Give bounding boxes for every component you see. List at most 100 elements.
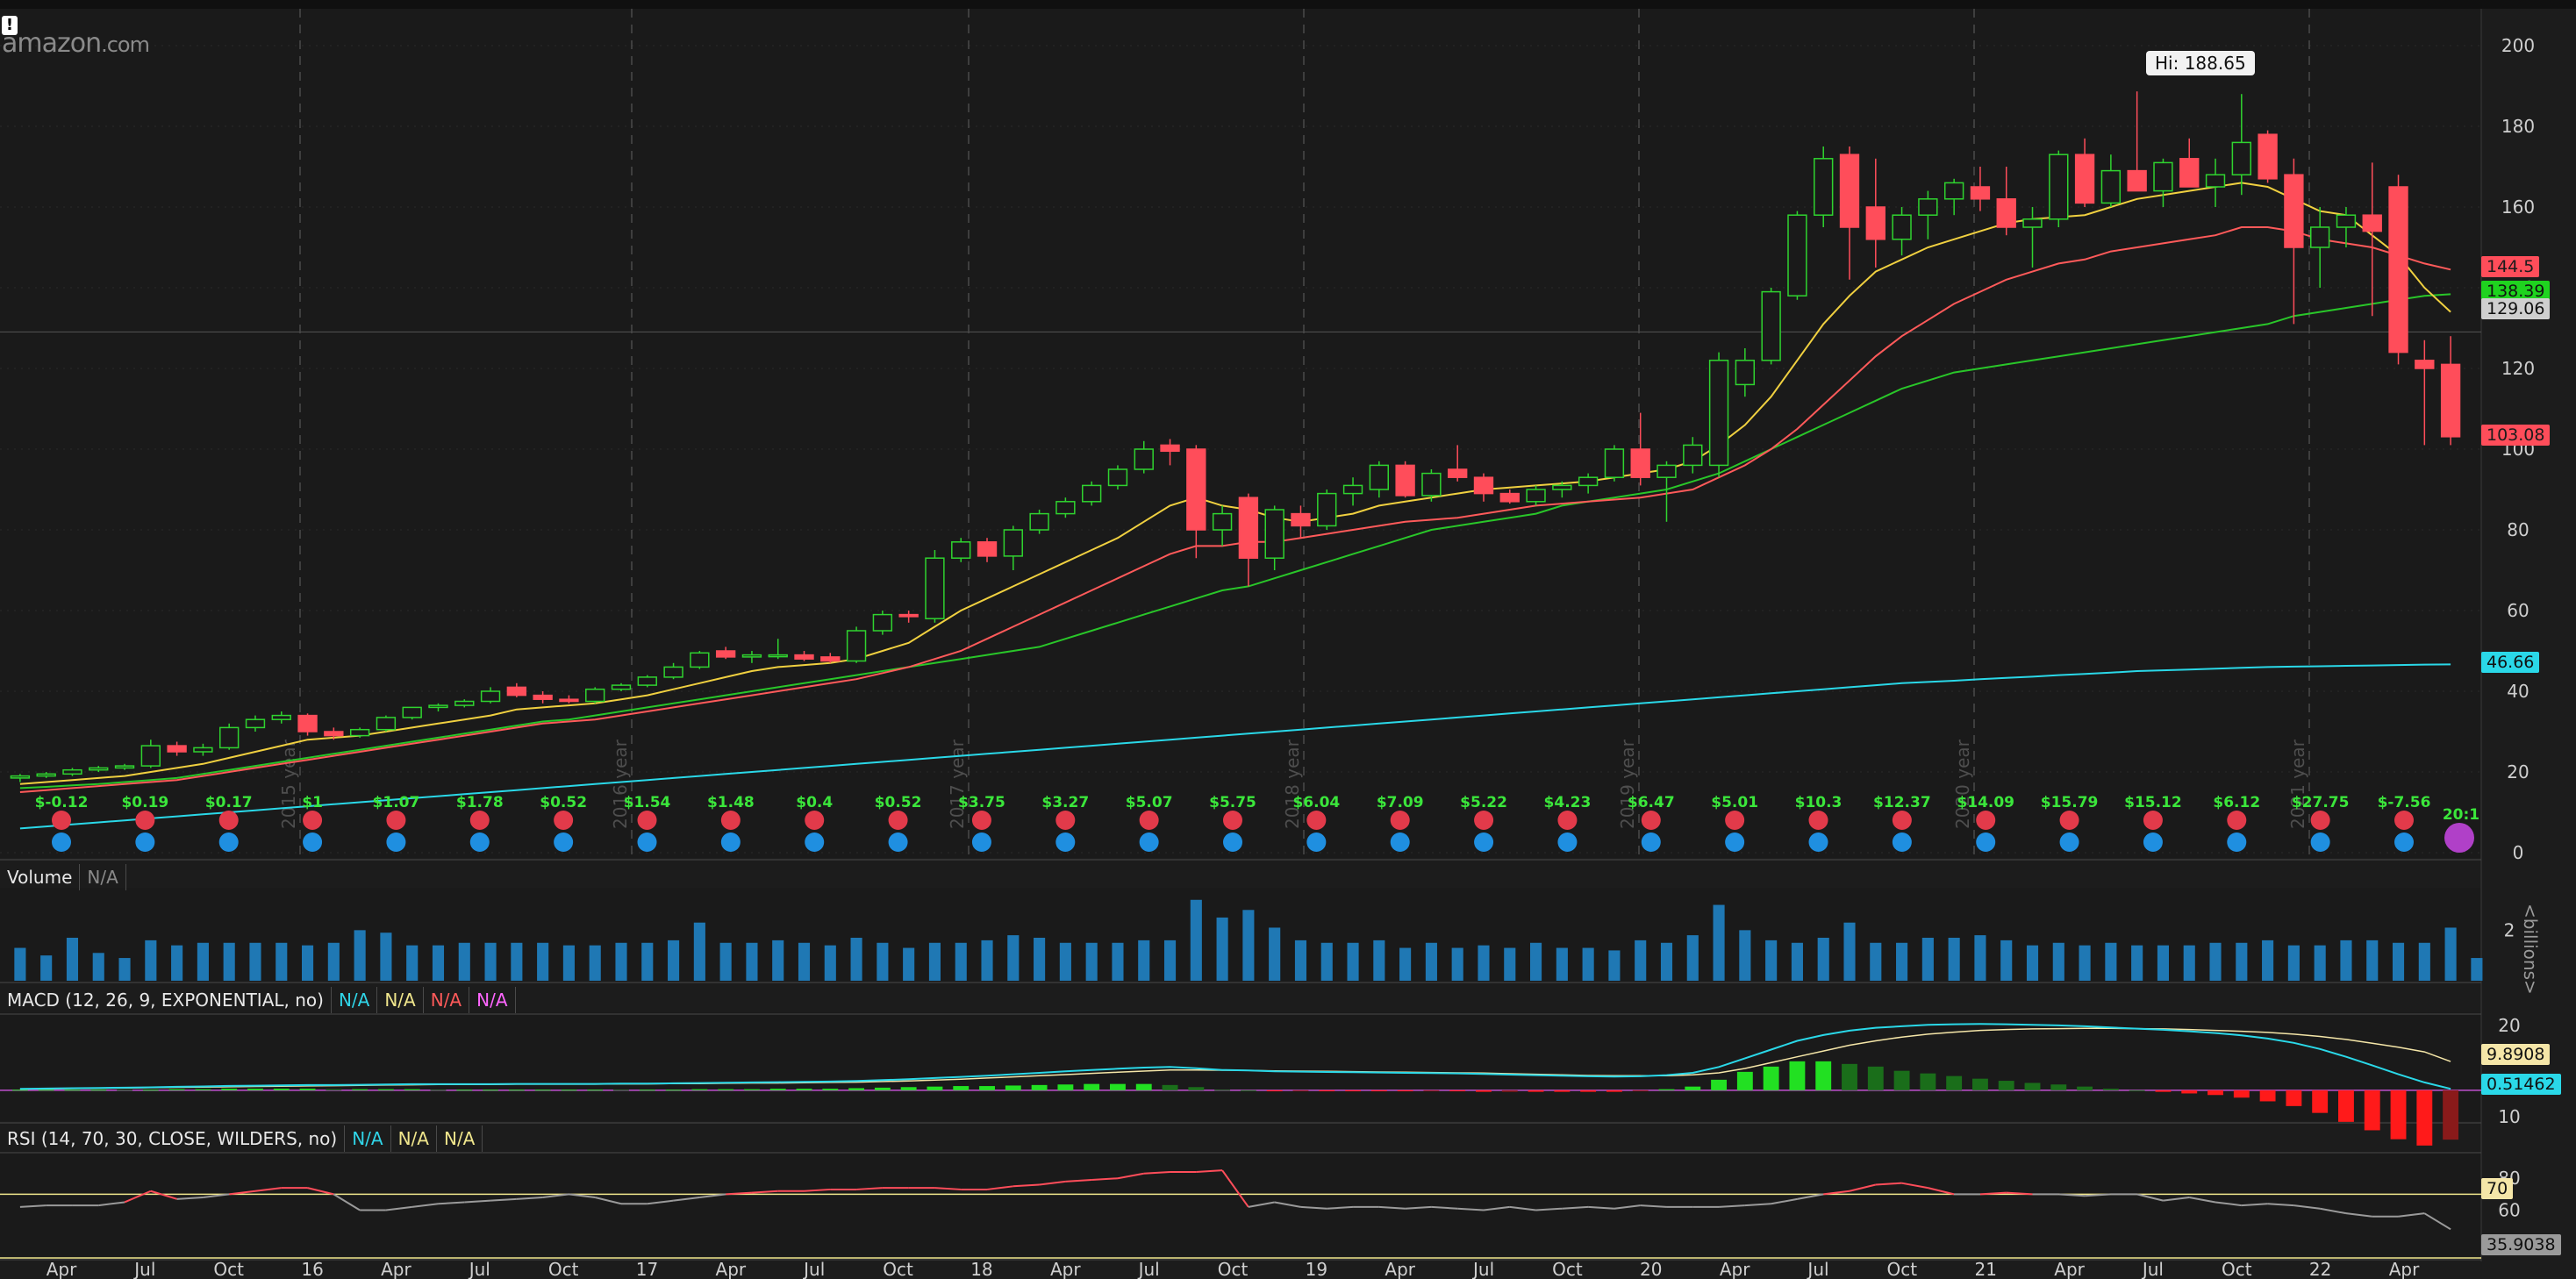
candle-body — [1238, 497, 1259, 559]
rsi-segment — [1823, 1190, 1850, 1196]
time-axis-label: Apr — [1720, 1259, 1750, 1279]
time-axis-label: Oct — [2222, 1259, 2252, 1279]
candle-body — [1943, 182, 1964, 200]
earnings-label: $0.4 — [796, 794, 833, 811]
volume-bar — [1791, 942, 1803, 981]
macd-histogram-bar — [1763, 1066, 1779, 1090]
rsi-segment — [542, 1193, 569, 1199]
earnings-label: $6.04 — [1292, 794, 1340, 811]
macd-histogram-bar — [1711, 1079, 1727, 1090]
time-axis-label: Jul — [1471, 1259, 1494, 1279]
high-price-label: Hi: 188.65 — [2146, 51, 2255, 75]
macd-histogram-bar — [2364, 1090, 2380, 1131]
time-axis-label: Apr — [1050, 1259, 1081, 1279]
candle-body — [820, 656, 841, 662]
rsi-segment — [2345, 1212, 2372, 1218]
rsi-study-label[interactable]: RSI (14, 70, 30, CLOSE, WILDERS, no) N/A… — [0, 1125, 483, 1152]
macd-histogram-bar — [1005, 1085, 1021, 1090]
dividend-icon — [1808, 832, 1828, 852]
earnings-label: $27.75 — [2292, 794, 2350, 811]
rsi-segment — [1719, 1204, 1745, 1208]
time-axis-label: Oct — [1218, 1259, 1249, 1279]
volume-bar — [1843, 922, 1856, 981]
macd-histogram-bar — [848, 1088, 865, 1090]
earnings-label: $0.52 — [875, 794, 922, 811]
rsi-segment — [438, 1201, 465, 1205]
candle-body — [1369, 464, 1390, 490]
year-marker-label: 2018 year — [1282, 739, 1303, 829]
earnings-label: $1 — [302, 794, 323, 811]
earnings-icon — [2394, 811, 2414, 830]
rsi-segment — [1901, 1182, 1928, 1190]
rsi-segment — [1405, 1205, 1432, 1210]
candle-body — [2362, 214, 2382, 232]
rsi-overbought-tag: 70 — [2481, 1178, 2514, 1199]
macd-pane — [0, 1012, 2481, 1121]
earnings-icon — [1055, 811, 1076, 830]
volume-bar — [2418, 942, 2430, 981]
volume-bar — [275, 942, 288, 981]
dividend-icon — [2227, 832, 2247, 852]
volume-study-label[interactable]: Volume N/A — [0, 864, 126, 890]
rsi-pane — [0, 1151, 2481, 1256]
rsi-segment — [699, 1193, 726, 1199]
year-marker-label: 2019 year — [1617, 739, 1638, 829]
rsi-segment — [726, 1191, 752, 1196]
time-axis-label: 16 — [301, 1259, 323, 1279]
candle-body — [402, 706, 422, 718]
rsi-segment — [1875, 1182, 1902, 1186]
volume-bar — [1451, 947, 1463, 981]
dividend-icon — [218, 832, 239, 852]
candle-body — [951, 541, 971, 559]
macd-histogram-bar — [1162, 1084, 1178, 1090]
macd-histogram-bar — [2233, 1090, 2250, 1098]
volume-bar — [1686, 935, 1699, 981]
macd-histogram-bar — [1476, 1090, 1492, 1092]
macd-histogram-bar — [1057, 1084, 1074, 1090]
candle-body — [1814, 158, 1834, 216]
volume-bar — [223, 942, 235, 981]
macd-histogram-bar — [1135, 1083, 1152, 1090]
candle-body — [2258, 133, 2278, 180]
volume-value: N/A — [80, 864, 126, 890]
candle-body — [506, 686, 527, 697]
candle-body — [428, 704, 448, 709]
candle-body — [715, 650, 736, 658]
time-axis-label: 21 — [1974, 1259, 1996, 1279]
candle-body — [62, 768, 82, 775]
volume-bar — [2236, 942, 2248, 981]
earnings-icon — [218, 811, 239, 830]
volume-bar — [171, 945, 183, 981]
candle-body — [2100, 169, 2122, 204]
macd-histogram-bar — [979, 1086, 995, 1090]
volume-bar — [66, 938, 79, 981]
macd-histogram-bar — [221, 1089, 238, 1090]
candle-body — [89, 767, 109, 771]
earnings-icon — [303, 811, 323, 830]
volume-bar — [1112, 942, 1124, 981]
earnings-icon — [52, 811, 71, 830]
price-tag-crosshair: 129.06 — [2481, 298, 2551, 319]
time-axis-label: Oct — [213, 1259, 244, 1279]
macd-histogram-bar — [1110, 1083, 1126, 1090]
candle-body — [585, 688, 605, 703]
dividend-icon — [888, 832, 908, 852]
split-event-icon[interactable] — [2444, 823, 2474, 853]
macd-histogram-bar — [1397, 1090, 1413, 1092]
rsi-segment — [986, 1185, 1013, 1190]
volume-bar — [118, 958, 131, 981]
rsi-segment — [1065, 1179, 1092, 1183]
time-axis-label: 19 — [1306, 1259, 1327, 1279]
rsi-segment — [1849, 1183, 1877, 1192]
macd-study-label[interactable]: MACD (12, 26, 9, EXPONENTIAL, no) N/A N/… — [0, 987, 516, 1013]
candle-body — [2074, 154, 2095, 204]
rsi-segment — [594, 1197, 622, 1205]
dividend-icon — [1223, 832, 1242, 852]
dividend-icon — [720, 832, 741, 852]
earnings-label: $0.17 — [205, 794, 253, 811]
exclamation-icon[interactable]: ! — [2, 16, 18, 35]
dividend-icon — [1474, 832, 1494, 852]
dividend-icon — [469, 832, 490, 852]
